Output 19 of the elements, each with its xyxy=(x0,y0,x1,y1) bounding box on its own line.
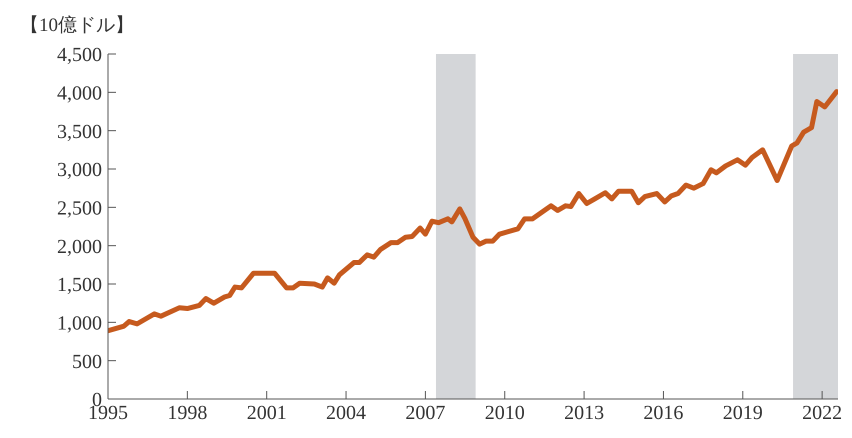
x-tick-label: 2016 xyxy=(643,402,684,424)
x-tick-label: 2010 xyxy=(484,402,525,424)
y-tick-label: 2,000 xyxy=(57,236,102,258)
x-tick-label: 2004 xyxy=(326,402,366,424)
x-tick-label: 2013 xyxy=(564,402,604,424)
y-tick-label: 1,000 xyxy=(57,312,102,334)
x-tick-label: 2001 xyxy=(246,402,287,424)
x-tick-label: 1998 xyxy=(167,402,208,424)
y-axis-title: 【10億ドル】 xyxy=(20,14,134,38)
y-tick-label: 3,500 xyxy=(57,120,102,143)
y-tick-label: 4,000 xyxy=(57,82,102,104)
x-tick-label: 2019 xyxy=(722,402,763,424)
y-tick-label: 4,500 xyxy=(57,44,102,66)
x-tick-label: 2007 xyxy=(405,402,446,424)
y-tick-label: 2,500 xyxy=(57,197,102,220)
y-tick-label: 1,500 xyxy=(57,274,102,296)
y-tick-label: 3,000 xyxy=(57,159,102,182)
x-tick-label: 2022 xyxy=(802,402,842,424)
y-tick-label: 500 xyxy=(72,350,102,373)
